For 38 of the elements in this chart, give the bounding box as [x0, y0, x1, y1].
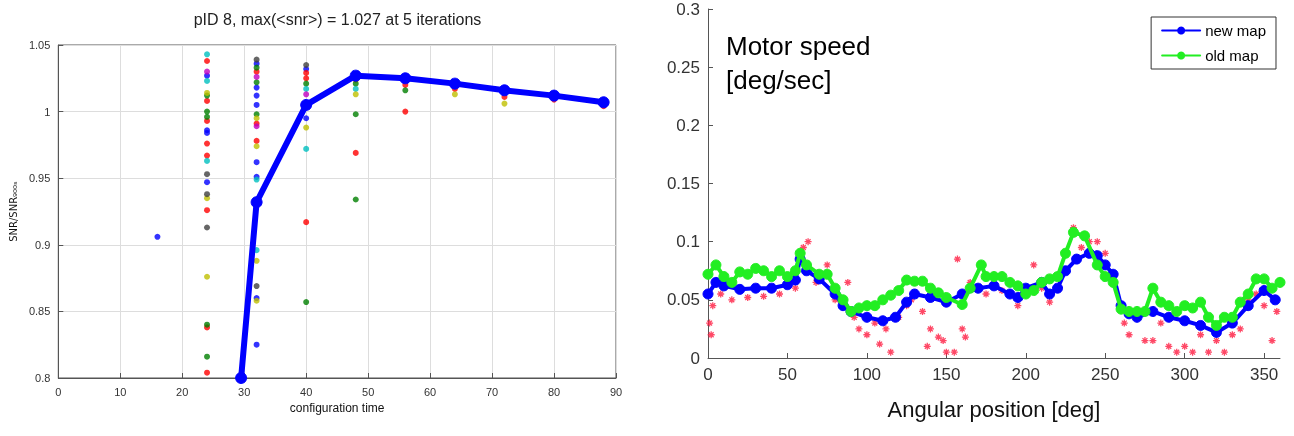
x-tick-label: 60 — [423, 385, 437, 398]
x-tick-label: 200 — [1011, 365, 1040, 384]
y-tick-label: 1.05 — [28, 39, 51, 51]
x-tick-label: 0 — [55, 385, 62, 398]
x-tick-label: 20 — [176, 385, 189, 398]
y-tick-label: 0.05 — [666, 290, 700, 310]
annotation: Motor speed [deg/sec] — [726, 31, 878, 95]
y-tick-label: 0.8 — [35, 372, 51, 384]
x-tick-label: 10 — [114, 385, 127, 398]
y-tick-label: 0.1 — [676, 232, 700, 252]
y-tick-label: 0.95 — [28, 172, 51, 185]
x-axis-title: configuration time — [289, 400, 385, 415]
y-tick-label: 0.3 — [676, 0, 700, 19]
y-tick-label: 0.9 — [35, 238, 51, 251]
y-tick-label: 0.25 — [666, 57, 700, 77]
x-tick-label: 50 — [362, 385, 375, 398]
x-tick-label: 40 — [300, 385, 313, 398]
y-tick-label: 0 — [690, 348, 700, 368]
x-tick-label: 350 — [1249, 365, 1279, 384]
y-tick-label: 0.2 — [676, 115, 700, 135]
x-tick-label: 50 — [777, 365, 797, 384]
legend-label: old map — [1205, 47, 1259, 64]
legend-label: new map — [1205, 22, 1267, 39]
x-tick-label: 150 — [932, 365, 961, 384]
x-tick-label: 30 — [238, 385, 251, 398]
y-tick-label: 0.85 — [28, 305, 51, 318]
chart-title: pID 8, max(<snr>) = 1.027 at 5 iterations — [193, 10, 482, 28]
x-tick-label: 250 — [1091, 365, 1120, 384]
x-tick-label: 300 — [1170, 365, 1199, 384]
y-tick-label: 1 — [44, 105, 51, 118]
x-tick-label: 80 — [547, 385, 561, 398]
x-tick-label: 0 — [703, 365, 713, 384]
x-axis-title: Angular position [deg] — [887, 396, 1101, 422]
y-axis-title: SNR/SNR₉₀₀ₛ — [7, 180, 19, 242]
x-tick-label: 100 — [852, 365, 882, 384]
x-tick-label: 90 — [609, 385, 623, 398]
x-tick-label: 70 — [485, 385, 499, 398]
y-tick-label: 0.15 — [666, 174, 700, 193]
